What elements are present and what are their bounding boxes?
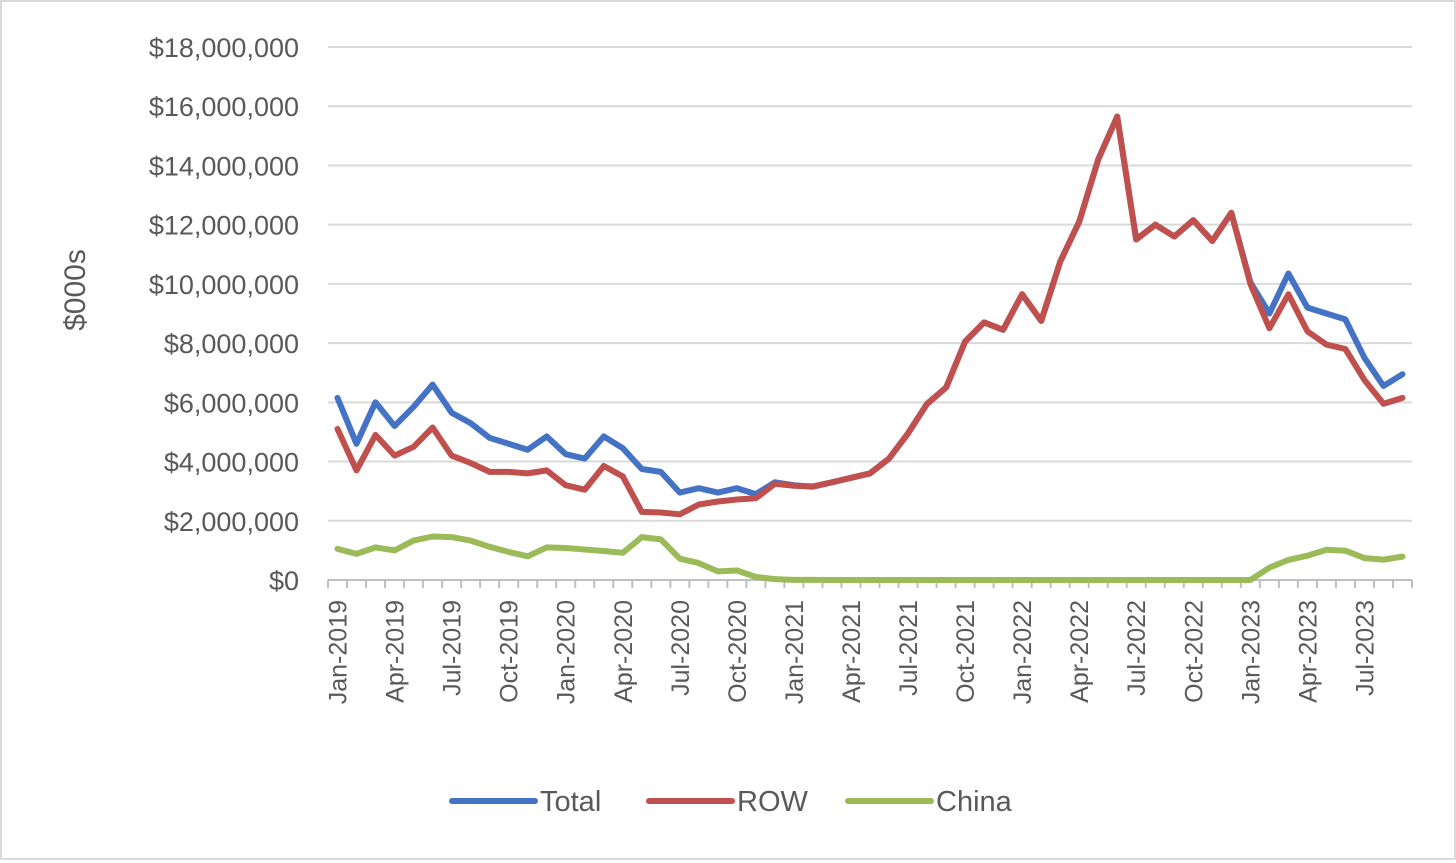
y-tick-label: $10,000,000 xyxy=(149,270,299,300)
x-tick-label: Jan-2021 xyxy=(781,600,809,704)
x-axis-ticks: Jan-2019 Apr-2019 Jul-2019 Oct-2019 Jan-2020… xyxy=(325,600,1380,704)
y-tick-label: $12,000,000 xyxy=(149,211,299,241)
series-line-total xyxy=(334,113,1406,498)
x-tick-label: Jul-2022 xyxy=(1123,600,1151,696)
legend-label-total: Total xyxy=(540,786,601,818)
y-tick-label: $14,000,000 xyxy=(149,151,299,181)
y-tick-label: $4,000,000 xyxy=(164,448,299,478)
y-tick-label: $0 xyxy=(269,566,299,596)
x-tick-label: Jan-2020 xyxy=(553,600,581,704)
y-axis-label: $000s xyxy=(59,249,92,331)
legend-label-china: China xyxy=(936,786,1013,818)
x-tick-label: Jan-2023 xyxy=(1237,600,1265,704)
series-line-china xyxy=(334,533,1406,583)
x-tick-label: Jul-2019 xyxy=(439,600,467,696)
x-tick-label: Jan-2019 xyxy=(325,600,353,704)
x-tick-label: Oct-2022 xyxy=(1180,600,1208,703)
x-tick-label: Oct-2021 xyxy=(952,600,980,703)
y-tick-label: $8,000,000 xyxy=(164,329,299,359)
series-lines xyxy=(334,113,1406,583)
gridlines xyxy=(328,46,1412,522)
y-tick-label: $6,000,000 xyxy=(164,388,299,418)
y-tick-label: $16,000,000 xyxy=(149,92,299,122)
x-tick-label: Jan-2022 xyxy=(1009,600,1037,704)
y-tick-label: $18,000,000 xyxy=(149,33,299,63)
x-tick-label: Jul-2023 xyxy=(1351,600,1379,696)
x-tick-label: Jul-2021 xyxy=(895,600,923,696)
x-tick-label: Apr-2021 xyxy=(838,600,866,703)
x-tick-label: Oct-2020 xyxy=(724,600,752,703)
legend: Total ROW China xyxy=(449,786,1013,818)
x-tick-label: Apr-2020 xyxy=(610,600,638,703)
x-tick-label: Oct-2019 xyxy=(496,600,524,703)
legend-label-row: ROW xyxy=(737,786,809,818)
y-axis-ticks: $0 $2,000,000 $4,000,000 $6,000,000 $8,000,0… xyxy=(149,33,299,596)
x-tick-label: Apr-2023 xyxy=(1294,600,1322,703)
x-tick-label: Apr-2022 xyxy=(1066,600,1094,703)
series-line-row xyxy=(334,113,1406,518)
x-tick-label: Jul-2020 xyxy=(667,600,695,696)
x-tick-label: Apr-2019 xyxy=(382,600,410,703)
y-tick-label: $2,000,000 xyxy=(164,507,299,537)
